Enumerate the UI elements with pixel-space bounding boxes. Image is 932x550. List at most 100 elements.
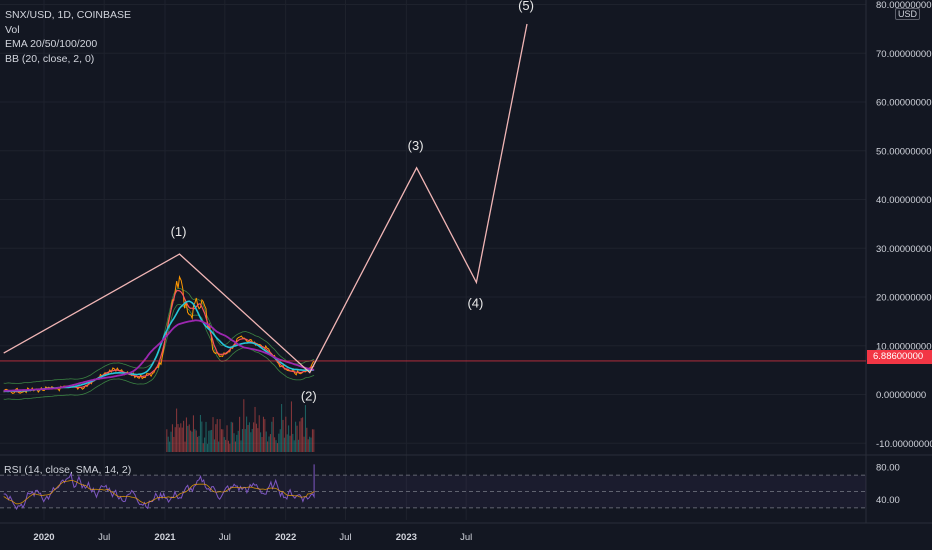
volume-bars: [166, 399, 315, 452]
volume-bar: [272, 416, 274, 452]
time-tick-label: Jul: [339, 532, 351, 543]
volume-bar: [174, 427, 176, 452]
wave-label: (2): [301, 389, 317, 404]
volume-indicator-label[interactable]: Vol: [5, 23, 20, 36]
volume-bar: [292, 433, 294, 452]
ema200-line: [3, 319, 315, 392]
volume-bar: [258, 415, 260, 452]
volume-bar: [178, 427, 180, 452]
volume-bar: [192, 415, 194, 452]
volume-bar: [236, 434, 238, 452]
time-tick-label: Jul: [460, 532, 472, 543]
volume-bar: [304, 405, 306, 452]
volume-bar: [171, 424, 173, 452]
volume-bar: [282, 419, 284, 452]
volume-bar: [295, 421, 297, 452]
ema100-line: [3, 300, 315, 393]
volume-bar: [166, 429, 168, 452]
volume-bar: [247, 424, 249, 452]
price-tick-label: 50.00000000: [876, 146, 931, 157]
price-tick-label: 70.00000000: [876, 49, 931, 60]
currency-badge[interactable]: USD: [894, 8, 920, 20]
volume-bar: [262, 416, 264, 452]
price-tick-label: 30.00000000: [876, 244, 931, 255]
volume-bar: [250, 432, 252, 452]
volume-bar: [306, 427, 308, 452]
volume-bar: [233, 433, 235, 452]
volume-bar: [286, 434, 288, 452]
volume-bar: [223, 437, 225, 452]
chart-legend: SNX/USD, 1D, COINBASE Vol EMA 20/50/100/…: [5, 8, 131, 66]
volume-bar: [257, 428, 259, 452]
volume-bar: [289, 435, 291, 452]
volume-bar: [216, 419, 218, 452]
symbol-label[interactable]: SNX/USD, 1D, COINBASE: [5, 9, 132, 21]
volume-bar: [276, 443, 278, 452]
rsi-tick-label: 80.00: [876, 462, 900, 473]
grid-lines: [0, 0, 866, 520]
volume-bar: [218, 441, 220, 452]
volume-bar: [237, 430, 239, 452]
volume-bar: [198, 435, 200, 452]
volume-bar: [185, 417, 187, 452]
volume-bar: [303, 436, 305, 452]
volume-bar: [197, 436, 199, 452]
rsi-tick-label: 40.00: [876, 495, 900, 506]
price-tick-label: 80.00000000: [876, 0, 931, 11]
volume-bar: [300, 418, 302, 452]
volume-bar: [205, 421, 207, 452]
volume-bar: [293, 440, 295, 452]
volume-bar: [254, 406, 256, 452]
volume-bar: [248, 422, 250, 452]
volume-bar: [232, 422, 234, 452]
time-tick-label: Jul: [219, 532, 231, 543]
volume-bar: [253, 422, 255, 452]
volume-bar: [181, 427, 183, 452]
volume-bar: [255, 423, 257, 452]
volume-bar: [173, 436, 175, 452]
rsi-indicator-label[interactable]: RSI (14, close, SMA, 14, 2): [4, 464, 132, 476]
volume-bar: [209, 430, 211, 452]
volume-bar: [213, 439, 215, 452]
volume-bar: [268, 436, 270, 452]
volume-bar: [177, 424, 179, 452]
volume-bar: [269, 434, 271, 452]
volume-bar: [206, 443, 208, 452]
volume-bar: [188, 424, 190, 452]
ema20-line: [3, 289, 315, 393]
volume-bar: [220, 429, 222, 452]
time-tick-label: 2021: [154, 532, 176, 543]
price-tick-label: 60.00000000: [876, 98, 931, 109]
bb-indicator-label[interactable]: BB (20, close, 2, 0): [5, 52, 95, 65]
wave-label: (1): [171, 224, 187, 239]
volume-bar: [283, 437, 285, 452]
price-tick-label: -10.00000000: [876, 439, 932, 450]
volume-bar: [187, 425, 189, 452]
volume-bar: [199, 414, 201, 452]
volume-bar: [219, 419, 221, 452]
current-price-tag: 6.88600000: [867, 350, 932, 364]
volume-bar: [265, 431, 267, 452]
volume-bar: [296, 425, 298, 452]
volume-bar: [169, 441, 171, 452]
volume-bar: [191, 431, 193, 452]
volume-bar: [230, 421, 232, 452]
volume-bar: [226, 425, 228, 452]
volume-bar: [310, 437, 312, 452]
volume-bar: [279, 429, 281, 452]
elliott-wave-line: [3, 23, 528, 374]
volume-bar: [244, 429, 246, 452]
price-axis: 80.00000000 70.00000000 60.00000000 50.0000…: [865, 0, 932, 523]
volume-bar: [274, 437, 276, 452]
price-tick-label: 40.00000000: [876, 195, 931, 206]
ema-indicator-label[interactable]: EMA 20/50/100/200: [5, 38, 98, 50]
price-tick-label: 0.00000000: [876, 390, 926, 401]
volume-bar: [208, 430, 210, 452]
rsi-sma-line: [3, 479, 315, 505]
volume-bar: [215, 424, 217, 452]
price-tick-label: 10.00000000: [876, 341, 931, 352]
volume-bar: [180, 423, 182, 452]
volume-bar: [285, 416, 287, 452]
time-tick-label: 2023: [396, 532, 417, 543]
